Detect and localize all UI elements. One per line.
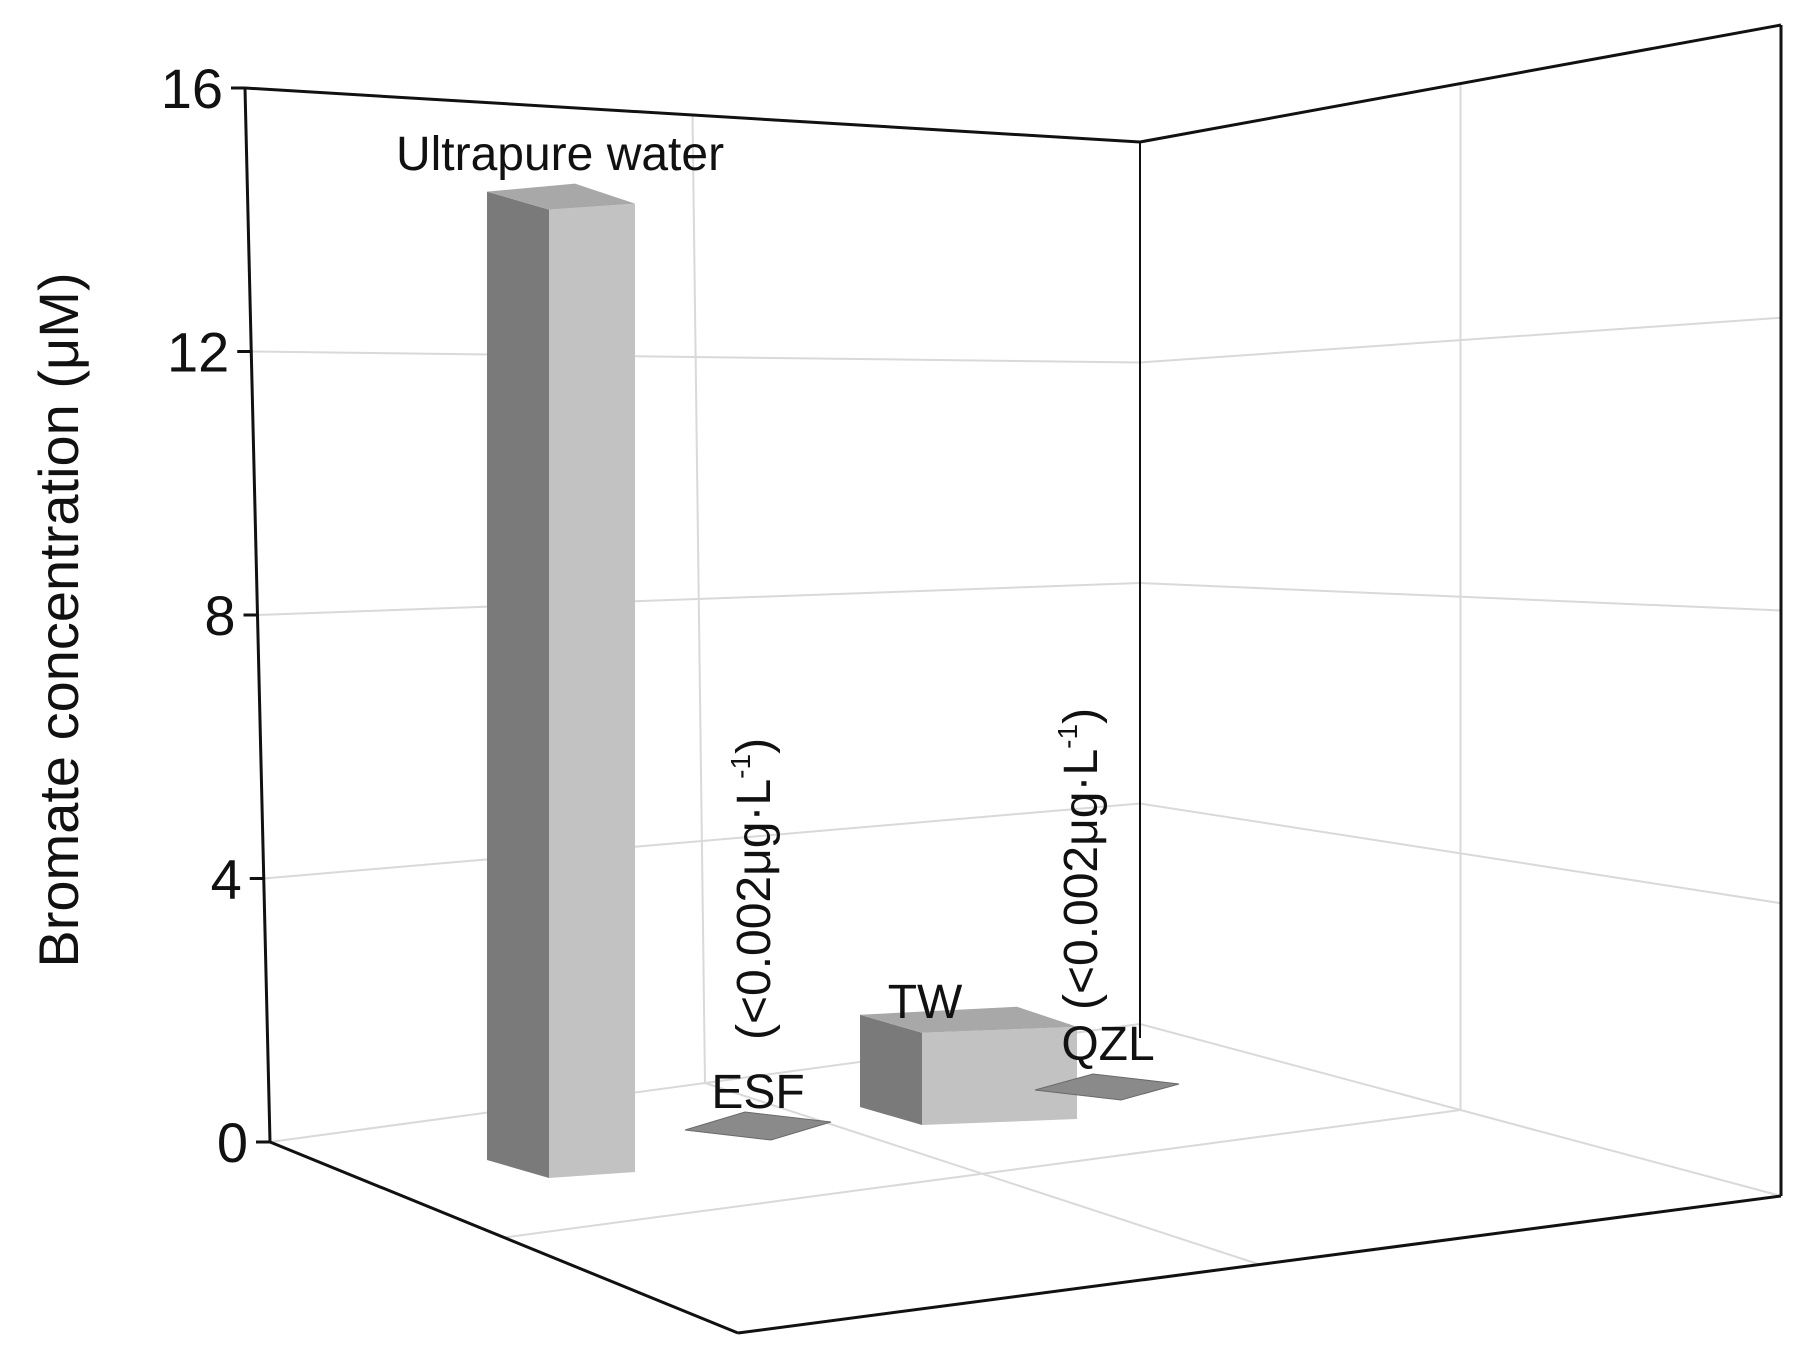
note-close: ) [1055, 708, 1108, 724]
box-edge [269, 1140, 739, 1335]
y-tick-label: 16 [161, 57, 223, 120]
bar-flat-plate [684, 1111, 832, 1141]
box-edge [737, 1194, 1782, 1335]
y-tick-label: 4 [211, 848, 242, 911]
y-tick-label: 12 [167, 321, 229, 384]
category-label: ESF [711, 1066, 804, 1119]
y-tick-label: 0 [217, 1111, 248, 1174]
y-axis-ticks: 0 4 8 12 16 [161, 57, 270, 1174]
note-text: (<0.002μg·L [1055, 749, 1108, 1010]
y-axis-title: Bromate concentration (μM) [27, 272, 90, 967]
bar-esf [684, 1111, 832, 1141]
note-close: ) [728, 738, 781, 754]
bar-side-face [860, 1014, 922, 1125]
bar-side-face [487, 191, 549, 1178]
bar-tw [860, 1006, 1077, 1125]
note-text: (<0.002μg·L [728, 779, 781, 1040]
gridline-vertical [691, 114, 706, 1084]
bar-qzl [1034, 1073, 1180, 1101]
bar-note-qzl: (<0.002μg·L-1) [1052, 708, 1108, 1010]
bar-front-face [549, 203, 635, 1178]
bar-labels: Ultrapure waterESFTWQZL(<0.002μg·L-1)(<0… [396, 128, 1155, 1119]
bar-front-face [922, 1026, 1077, 1125]
category-label: QZL [1061, 1018, 1154, 1071]
bar-top-face [860, 1006, 1077, 1033]
box-edge [244, 86, 1141, 144]
category-label: TW [888, 976, 963, 1029]
bars [487, 183, 1180, 1178]
bar-ultrapure-water [487, 183, 635, 1178]
gridline-floor [704, 1082, 1260, 1266]
bar-top-face [487, 183, 635, 210]
note-superscript: -1 [725, 754, 756, 779]
bar-flat-plate [1034, 1073, 1180, 1101]
chart-box [243, 23, 1783, 1335]
category-label: Ultrapure water [396, 128, 724, 181]
note-superscript: -1 [1052, 724, 1083, 749]
bar-note-esf: (<0.002μg·L-1) [725, 738, 781, 1040]
y-tick-label: 8 [204, 584, 235, 647]
floor-right-edge [1139, 1023, 1782, 1197]
box-edge [1139, 23, 1782, 144]
